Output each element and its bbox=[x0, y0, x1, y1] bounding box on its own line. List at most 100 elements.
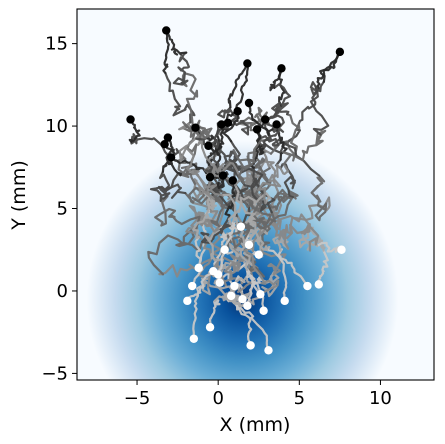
end-point-9 bbox=[217, 120, 226, 129]
trajectory-track-13-segment-2 bbox=[283, 196, 331, 250]
start-point-5 bbox=[220, 245, 229, 254]
trajectory-track-23-segment-3 bbox=[232, 139, 266, 185]
trajectory-track-23-segment-5 bbox=[269, 67, 283, 92]
end-point-10 bbox=[223, 118, 233, 127]
trajectory-track-16-segment-3 bbox=[228, 197, 272, 231]
trajectory-track-23-segment-2 bbox=[198, 162, 241, 200]
trajectory-track-19-segment-3 bbox=[226, 211, 277, 251]
end-point-8 bbox=[204, 141, 213, 151]
x-tick-label-0: 0 bbox=[212, 388, 223, 409]
end-point-15 bbox=[205, 172, 215, 182]
y-tick-label--5: −5 bbox=[41, 363, 68, 384]
x-axis-label: X (mm) bbox=[220, 414, 291, 436]
trajectory-track-11-segment-5 bbox=[222, 110, 240, 143]
trajectory-track-21-segment-5 bbox=[225, 62, 249, 122]
end-point-16 bbox=[218, 171, 228, 180]
trajectory-track-18-segment-0 bbox=[236, 302, 270, 352]
y-tick-label-15: 15 bbox=[45, 34, 68, 55]
start-point-21 bbox=[259, 306, 268, 315]
end-point-19 bbox=[261, 115, 270, 124]
start-point-16 bbox=[205, 323, 215, 332]
start-point-9 bbox=[226, 291, 236, 301]
end-point-0 bbox=[162, 26, 171, 35]
start-point-23 bbox=[188, 281, 197, 291]
end-point-4 bbox=[126, 115, 135, 124]
trajectory-track-4-segment-5 bbox=[128, 118, 141, 144]
end-point-13 bbox=[252, 125, 262, 134]
trajectory-track-22-segment-2 bbox=[257, 163, 289, 205]
trajectory-track-22-segment-1 bbox=[227, 192, 272, 226]
trajectory-track-14-segment-5 bbox=[275, 123, 288, 161]
trajectory-track-0-segment-0 bbox=[192, 284, 203, 340]
trajectory-track-19-segment-0 bbox=[186, 272, 217, 302]
y-axis-ticks: −5 0 5 10 15 bbox=[41, 34, 77, 384]
trajectory-track-20-segment-4 bbox=[172, 51, 190, 86]
x-axis-ticks: −5 0 5 10 bbox=[124, 380, 392, 409]
trajectory-track-22-segment-3 bbox=[282, 129, 327, 166]
trajectory-track-17-segment-3 bbox=[147, 229, 204, 276]
trajectory-track-22-segment-4 bbox=[309, 80, 330, 136]
start-point-markers bbox=[183, 222, 346, 355]
start-point-19 bbox=[183, 296, 192, 306]
start-point-20 bbox=[303, 281, 312, 291]
end-point-1 bbox=[243, 59, 252, 68]
end-point-17 bbox=[228, 176, 237, 185]
end-point-6 bbox=[166, 153, 176, 162]
trajectory-track-13-segment-1 bbox=[272, 233, 290, 252]
end-point-3 bbox=[277, 64, 286, 73]
trajectory-track-21-segment-2 bbox=[178, 135, 223, 197]
start-point-11 bbox=[243, 301, 252, 310]
start-point-6 bbox=[236, 222, 246, 231]
end-point-18 bbox=[163, 133, 173, 142]
start-point-7 bbox=[244, 240, 254, 249]
trajectory-track-1-segment-4 bbox=[217, 106, 250, 136]
start-point-13 bbox=[280, 296, 289, 306]
start-point-0 bbox=[189, 334, 199, 343]
y-axis-label: Y (mm) bbox=[8, 160, 30, 231]
start-point-12 bbox=[256, 290, 265, 299]
trajectory-track-16-segment-0 bbox=[209, 299, 221, 329]
start-point-4 bbox=[230, 281, 239, 291]
start-point-10 bbox=[238, 295, 247, 304]
trajectory-track-16-segment-2 bbox=[243, 227, 280, 293]
trajectory-tracks bbox=[128, 29, 343, 352]
end-point-14 bbox=[272, 120, 281, 129]
end-point-12 bbox=[244, 98, 254, 108]
trajectory-track-9-segment-3 bbox=[207, 190, 236, 228]
trajectory-track-18-segment-5 bbox=[165, 136, 182, 177]
trajectory-track-6-segment-5 bbox=[170, 156, 208, 174]
trajectory-track-16-segment-1 bbox=[213, 290, 267, 309]
trajectory-track-13-segment-3 bbox=[310, 174, 328, 222]
trajectory-track-11-segment-4 bbox=[230, 140, 264, 185]
y-tick-label-5: 5 bbox=[57, 199, 68, 220]
plot-area bbox=[77, 9, 434, 380]
start-point-8 bbox=[254, 250, 263, 259]
x-tick-label-10: 10 bbox=[369, 388, 392, 409]
start-point-22 bbox=[213, 270, 223, 279]
end-point-2 bbox=[335, 47, 345, 57]
trajectory-track-15-segment-2 bbox=[262, 213, 320, 252]
trajectory-track-0-segment-4 bbox=[164, 71, 196, 124]
trajectory-track-22-segment-5 bbox=[319, 50, 341, 83]
trajectory-track-23-segment-4 bbox=[263, 83, 292, 143]
trajectory-track-20-segment-5 bbox=[165, 29, 188, 56]
trajectory-track-18-segment-3 bbox=[154, 195, 201, 230]
start-point-1 bbox=[194, 263, 203, 273]
trajectory-track-1-segment-5 bbox=[227, 62, 249, 109]
end-point-markers bbox=[126, 26, 345, 185]
plot-frame bbox=[76, 8, 435, 381]
start-point-17 bbox=[246, 341, 255, 350]
start-point-14 bbox=[314, 280, 323, 289]
end-point-7 bbox=[191, 123, 200, 132]
trajectory-track-20-segment-0 bbox=[266, 246, 309, 288]
y-tick-label-10: 10 bbox=[45, 116, 68, 137]
y-tick-label-0: 0 bbox=[57, 281, 68, 302]
x-tick-label--5: −5 bbox=[124, 388, 151, 409]
trajectory-track-1-segment-3 bbox=[240, 106, 270, 132]
end-point-5 bbox=[160, 140, 169, 149]
trajectory-track-0-segment-5 bbox=[162, 29, 170, 75]
trajectory-track-18-segment-4 bbox=[149, 172, 182, 202]
start-point-18 bbox=[264, 346, 273, 355]
trajectory-track-12-segment-5 bbox=[247, 101, 274, 137]
